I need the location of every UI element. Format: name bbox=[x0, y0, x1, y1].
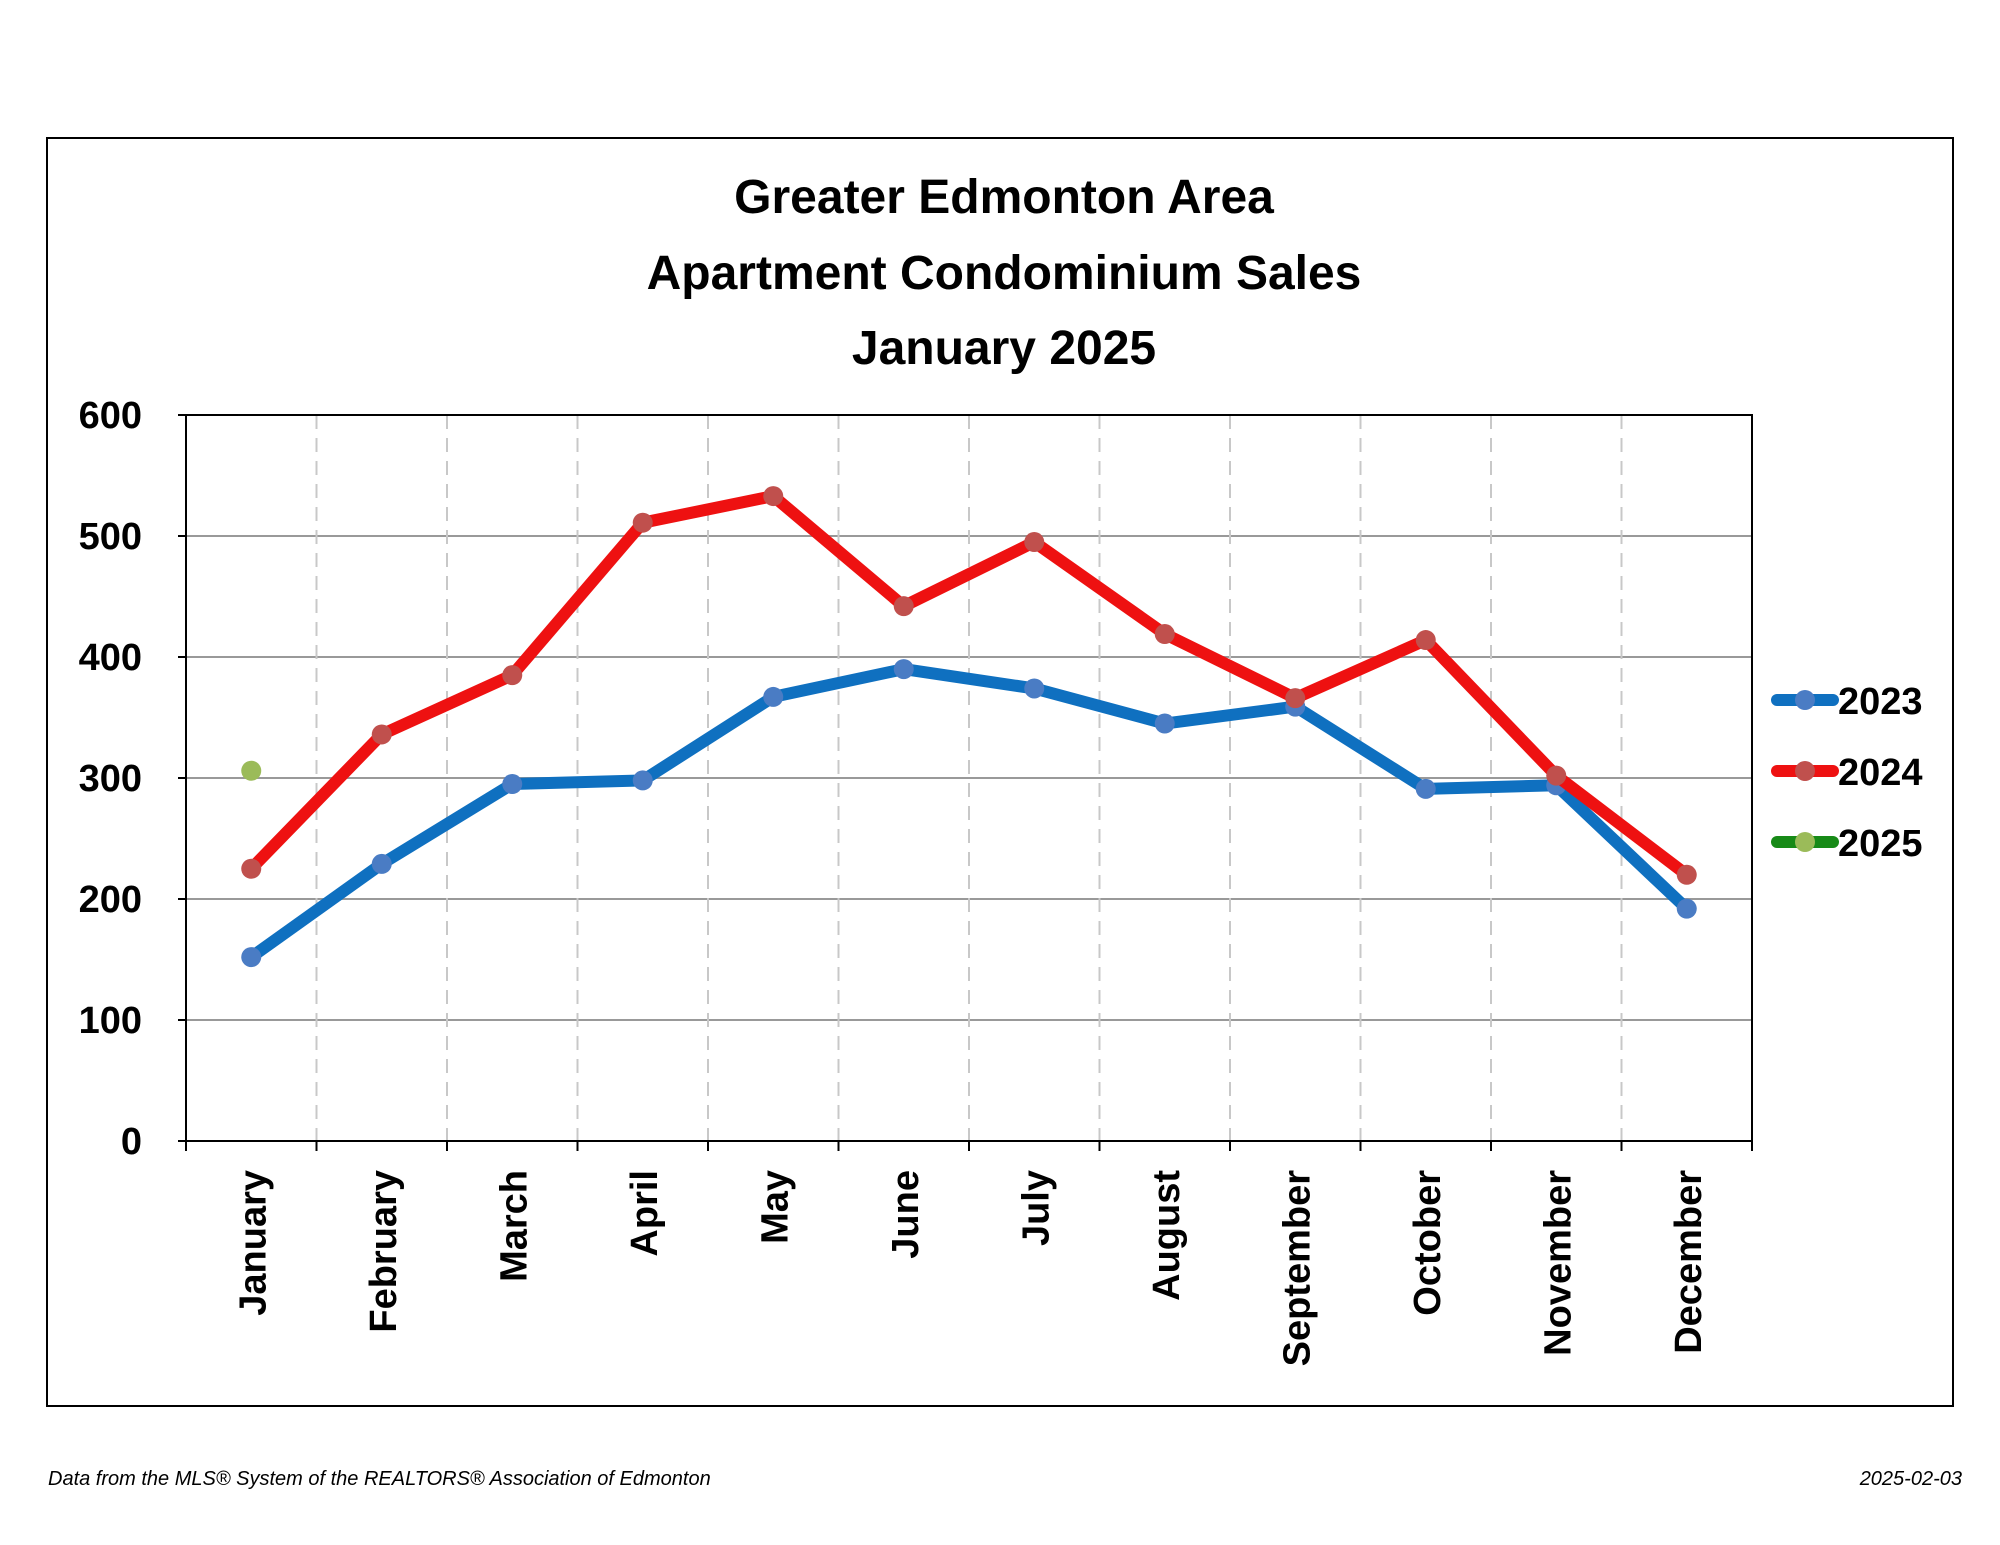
footer-date: 2025-02-03 bbox=[1859, 1468, 1962, 1490]
x-tick-label: February bbox=[363, 1170, 405, 1333]
legend-item-2025: 2025 bbox=[1771, 823, 1923, 865]
data-point-2023 bbox=[893, 659, 914, 680]
x-tick-label: March bbox=[493, 1170, 535, 1282]
legend-swatch-marker bbox=[1795, 761, 1815, 781]
chart-frame bbox=[46, 137, 1954, 1407]
data-point-2024 bbox=[632, 512, 653, 533]
x-tick-label: June bbox=[885, 1170, 927, 1259]
x-tick-label: April bbox=[624, 1170, 666, 1257]
legend-swatch-marker bbox=[1795, 832, 1815, 852]
x-tick-label: October bbox=[1407, 1170, 1449, 1316]
data-point-2024 bbox=[1154, 624, 1175, 645]
y-tick-label: 100 bbox=[79, 1000, 142, 1042]
data-point-2024 bbox=[502, 665, 523, 686]
chart-title: Greater Edmonton Area Apartment Condomin… bbox=[647, 171, 1362, 375]
series-2024 bbox=[241, 486, 1697, 885]
data-point-2024 bbox=[1546, 765, 1567, 786]
legend-label: 2025 bbox=[1838, 823, 1923, 865]
y-tick-label: 300 bbox=[79, 758, 142, 800]
series bbox=[241, 486, 1697, 968]
data-point-2024 bbox=[763, 486, 784, 507]
legend-label: 2023 bbox=[1838, 681, 1923, 723]
data-point-2024 bbox=[1285, 688, 1306, 709]
data-point-2023 bbox=[1154, 713, 1175, 734]
data-point-2023 bbox=[1676, 898, 1697, 919]
data-point-2023 bbox=[502, 774, 523, 795]
y-tick-label: 200 bbox=[79, 879, 142, 921]
legend: 2023 2024 2025 bbox=[1771, 681, 1923, 865]
x-tick-label: November bbox=[1537, 1170, 1579, 1356]
data-point-2024 bbox=[371, 724, 392, 745]
data-point-2024 bbox=[1024, 532, 1045, 553]
x-axis: January February March April May June July Augu… bbox=[185, 1141, 1753, 1367]
data-point-2024 bbox=[241, 858, 262, 879]
series-2025 bbox=[241, 760, 262, 781]
data-point-2023 bbox=[241, 947, 262, 968]
x-tick-label: July bbox=[1015, 1170, 1057, 1246]
data-point-2023 bbox=[371, 853, 392, 874]
y-tick-label: 500 bbox=[79, 516, 142, 558]
x-tick-label: August bbox=[1146, 1170, 1188, 1301]
series-2023 bbox=[241, 659, 1697, 968]
data-point-2024 bbox=[1676, 864, 1697, 885]
data-point-2025 bbox=[241, 760, 262, 781]
data-point-2023 bbox=[632, 770, 653, 791]
y-tick-label: 600 bbox=[79, 395, 142, 437]
chart-title-line-1: Greater Edmonton Area bbox=[734, 171, 1274, 224]
legend-item-2023: 2023 bbox=[1771, 681, 1923, 723]
chart-title-line-2: Apartment Condominium Sales bbox=[647, 247, 1362, 300]
x-tick-label: September bbox=[1276, 1170, 1318, 1367]
legend-swatch-marker bbox=[1795, 690, 1815, 710]
y-axis: 0 100 200 300 400 500 600 bbox=[79, 395, 186, 1163]
legend-label: 2024 bbox=[1838, 752, 1923, 794]
legend-item-2024: 2024 bbox=[1771, 752, 1923, 794]
x-tick-label: December bbox=[1668, 1170, 1710, 1354]
y-tick-label: 0 bbox=[121, 1121, 142, 1163]
data-point-2023 bbox=[763, 686, 784, 707]
series-line-2023 bbox=[245, 663, 1693, 964]
x-tick-label: January bbox=[232, 1170, 274, 1316]
data-point-2024 bbox=[893, 596, 914, 617]
chart-title-line-3: January 2025 bbox=[852, 322, 1156, 375]
y-tick-label: 400 bbox=[79, 637, 142, 679]
data-point-2024 bbox=[1415, 630, 1436, 651]
x-tick-label: May bbox=[754, 1170, 796, 1244]
grid bbox=[186, 415, 1752, 1141]
data-point-2023 bbox=[1415, 778, 1436, 799]
series-line-2024 bbox=[245, 490, 1693, 881]
footer-source-note: Data from the MLS® System of the REALTOR… bbox=[48, 1468, 711, 1490]
data-point-2023 bbox=[1024, 678, 1045, 699]
